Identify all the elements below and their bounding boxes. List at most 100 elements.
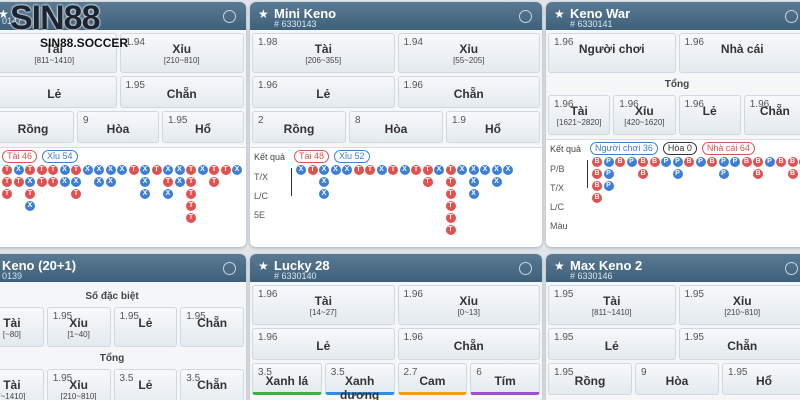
bet-label: Lẻ — [316, 87, 331, 101]
odds: 3.5 — [119, 373, 134, 384]
bead: X — [105, 177, 116, 187]
odds: 1.96 — [403, 332, 423, 343]
bead: X — [468, 177, 479, 187]
star-icon: ★ — [554, 7, 565, 21]
bet-cell[interactable]: Rồng — [0, 111, 74, 143]
bet-label: Nhà cái — [720, 42, 764, 56]
bet-cell[interactable]: 3.5 Xanh dương — [324, 363, 395, 400]
bet-cell[interactable]: 1.95 Hổ — [162, 111, 244, 143]
bet-label: Xỉu — [635, 104, 654, 118]
bead: X — [59, 165, 70, 175]
bet-cell[interactable]: 2.7 Cam — [397, 363, 468, 395]
result-tag: Tài 46 — [2, 150, 38, 163]
bet-cell[interactable]: 1.95 Xỉu [210~810] — [678, 285, 800, 325]
bet-label: Chẵn — [166, 87, 197, 101]
bead: B — [776, 157, 786, 167]
bead: X — [491, 165, 502, 175]
bet-label: Chẵn — [759, 104, 790, 118]
bead: T — [445, 201, 456, 211]
bead: T — [13, 177, 24, 187]
logo-brand: SIN88 — [10, 0, 101, 37]
bet-cell[interactable]: 1.96 Xỉu [420~1620] — [613, 95, 676, 135]
bet-cell[interactable]: 1.95 Hổ — [722, 363, 800, 395]
bet-cell[interactable]: 1.95 Tài [811~1410] — [548, 285, 676, 325]
odds: 1.96 — [258, 332, 278, 343]
bet-cell[interactable]: 1.96 Lẻ — [252, 328, 395, 360]
bet-cell[interactable]: 2 Rồng — [252, 111, 346, 143]
panel-id: # 6330143 — [274, 19, 317, 29]
bead: T — [36, 177, 47, 187]
bet-label: Tài — [45, 42, 63, 56]
bet-cell[interactable]: 1.95 Lẻ — [548, 328, 676, 360]
bet-cell[interactable]: Tài [~1410] — [0, 369, 44, 400]
bet-cell[interactable]: 1.95 Chẵn — [678, 328, 800, 360]
odds: 1.95 — [119, 311, 139, 322]
bet-cell[interactable]: 9 Hòa — [77, 111, 159, 143]
bet-cell[interactable]: 1.96 Chẵn — [397, 76, 540, 108]
bet-cell[interactable]: 6 Tím — [470, 363, 540, 395]
bet-cell[interactable]: 1.95 Chẵn — [119, 76, 244, 108]
bet-cell[interactable]: 1.95 Rồng — [548, 363, 632, 395]
bet-cell[interactable]: 1.94 Xỉu [210~810] — [119, 33, 244, 73]
bet-range: [811~1410] — [34, 56, 75, 65]
bead: X — [434, 165, 444, 175]
bet-cell[interactable]: 1.95 Chẵn — [180, 307, 244, 347]
bet-label: Tài — [3, 316, 21, 330]
bet-cell[interactable]: 1.96 Lẻ — [252, 76, 395, 108]
bet-cell[interactable]: 1.96 Chẵn — [743, 95, 800, 135]
bet-label: Hòa — [665, 374, 689, 388]
bead: X — [174, 177, 185, 187]
bet-label: Xỉu — [459, 42, 479, 56]
bead: X — [140, 165, 150, 175]
bet-cell[interactable]: 1.98 Tài [206~355] — [252, 33, 395, 73]
panel-header: ★ Max Keno 2 # 6330146 — [546, 254, 800, 282]
bead: T — [186, 201, 196, 211]
bet-cell[interactable]: 1.95 Xỉu [210~810] — [46, 369, 111, 400]
bet-cell[interactable]: 1.9 Hổ — [446, 111, 540, 143]
bet-cell[interactable]: 1.96 Nhà cái — [678, 33, 800, 73]
bet-cell[interactable]: 1.96 Người chơi — [548, 33, 676, 73]
bet-label: Lẻ — [316, 339, 331, 353]
bet-cell[interactable]: 1.95 Xỉu [1~40] — [46, 307, 111, 347]
bet-range: [14~27] — [309, 308, 337, 317]
odds: 1.95 — [684, 289, 704, 300]
game-panel: ★ Max Keno 2 # 6330146 1.95 Tài [811~1410] 1.9… — [546, 254, 800, 400]
results-label: Kết quả — [254, 152, 286, 162]
bet-cell[interactable]: 1.96 Tài [14~27] — [252, 285, 395, 325]
bead: X — [197, 165, 208, 175]
bead: X — [491, 177, 502, 187]
bet-cell[interactable]: 9 Hòa — [635, 363, 719, 395]
bet-row: 1.96 Người chơi 1.96 Nhà cái — [548, 33, 800, 73]
bet-label: Lẻ — [47, 87, 62, 101]
bet-cell[interactable]: 8 Hòa — [349, 111, 443, 143]
bead: X — [232, 165, 242, 175]
bead: B — [615, 157, 625, 167]
bet-row: 1.98 Tài [206~355] 1.94 Xỉu [55~205] — [252, 33, 540, 73]
game-panel: ★ Lucky 28 # 6330140 1.96 Tài [14~27] 1.96 Xỉu[… — [250, 254, 542, 400]
odds: 1.94 — [403, 37, 423, 48]
bet-cell[interactable]: Lẻ — [0, 76, 117, 108]
bead: T — [411, 165, 421, 175]
info-icon — [223, 262, 236, 275]
bet-cell[interactable]: 1.96 Xỉu [0~13] — [397, 285, 540, 325]
bet-row: Tài [~1410] 1.95 Xỉu [210~810] 3.5 Lẻ 3.5 Chẵn — [0, 369, 244, 400]
bet-cell[interactable]: 1.95 Lẻ — [113, 307, 178, 347]
star-icon: ★ — [258, 7, 269, 21]
bet-cell[interactable]: 1.94 Xỉu [55~205] — [397, 33, 540, 73]
bet-cell[interactable]: Tài [~80] — [0, 307, 44, 347]
bet-cell[interactable]: 3.5 Xanh lá — [252, 363, 322, 395]
panel-id: # 6330146 — [570, 271, 613, 281]
bead: T — [445, 177, 456, 187]
odds: 1.96 — [619, 99, 639, 110]
bet-cell[interactable]: 3.5 Lẻ — [113, 369, 178, 400]
bet-cell[interactable]: 1.96 Tài [1621~2820] — [548, 95, 611, 135]
bet-cell[interactable]: 3.5 Chẵn — [180, 369, 244, 400]
bead: T — [209, 165, 219, 175]
result-tag: Tài 48 — [294, 150, 330, 163]
bet-cell[interactable]: Tài [811~1410] — [0, 33, 117, 73]
bet-label: Rồng — [574, 374, 606, 388]
bead: X — [140, 189, 150, 199]
bet-cell[interactable]: 1.96 Chẵn — [397, 328, 540, 360]
bet-cell[interactable]: 1.96 Lẻ — [678, 95, 741, 135]
